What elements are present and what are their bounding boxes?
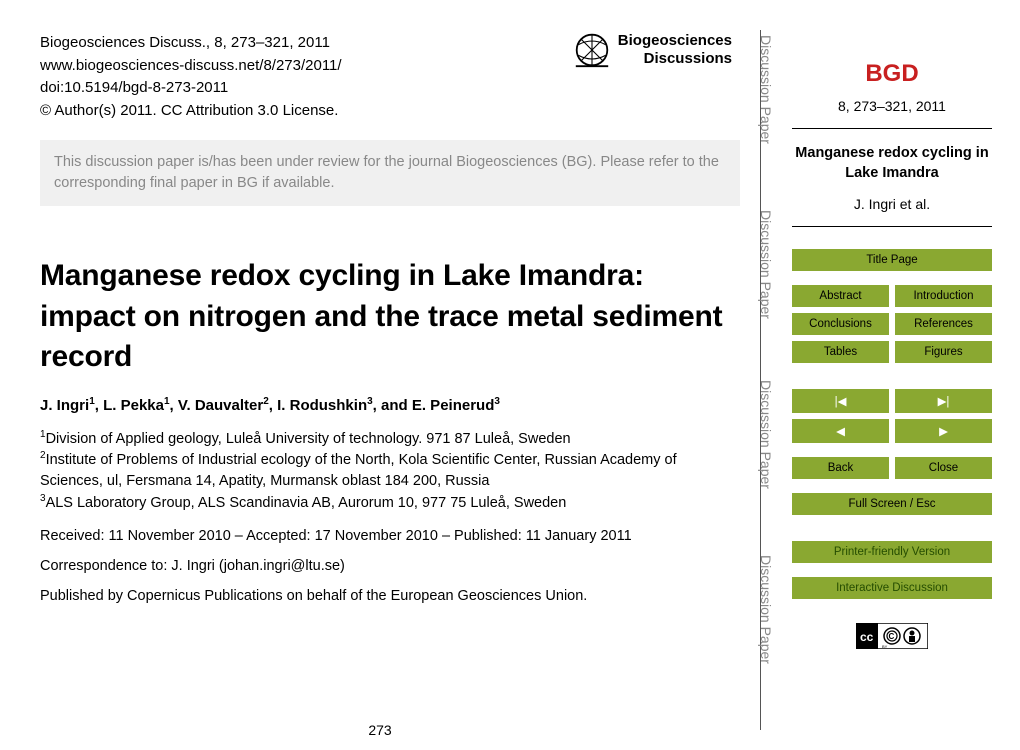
nav-buttons: Title Page Abstract Introduction Conclus… [792, 249, 992, 599]
margin-label: Discussion Paper [758, 380, 774, 489]
discussion-button[interactable]: Interactive Discussion [792, 577, 992, 599]
margin-label: Discussion Paper [758, 210, 774, 319]
egu-logo-icon [574, 32, 610, 68]
journal-logo: Biogeosciences Discussions [574, 32, 732, 68]
citation-url: www.biogeosciences-discuss.net/8/273/201… [40, 55, 342, 78]
figures-button[interactable]: Figures [895, 341, 992, 363]
abstract-button[interactable]: Abstract [792, 285, 889, 307]
first-page-button[interactable]: |◀ [792, 389, 889, 413]
citation-line: Biogeosciences Discuss., 8, 273–321, 201… [40, 32, 342, 55]
divider-line [792, 226, 992, 227]
tables-button[interactable]: Tables [792, 341, 889, 363]
review-notice: This discussion paper is/has been under … [40, 140, 740, 206]
vertical-divider: Discussion Paper Discussion Paper Discus… [760, 0, 780, 750]
title-page-button[interactable]: Title Page [792, 249, 992, 271]
svg-text:C: C [889, 632, 895, 641]
affiliations: 1Division of Applied geology, Luleå Univ… [40, 428, 740, 515]
close-button[interactable]: Close [895, 457, 992, 479]
volume-info: 8, 273–321, 2011 [792, 98, 992, 114]
cc-license-badge[interactable]: cc C BY [856, 623, 928, 654]
header-row: Biogeosciences Discuss., 8, 273–321, 201… [40, 32, 740, 122]
page-number: 273 [368, 722, 391, 738]
paper-title: Manganese redox cycling in Lake Imandra:… [40, 256, 740, 378]
correspondence: Correspondence to: J. Ingri (johan.ingri… [40, 558, 740, 574]
introduction-button[interactable]: Introduction [895, 285, 992, 307]
next-page-button[interactable]: ▶ [895, 419, 992, 443]
conclusions-button[interactable]: Conclusions [792, 313, 889, 335]
journal-name: Biogeosciences Discussions [618, 32, 732, 68]
margin-label: Discussion Paper [758, 35, 774, 144]
main-column: Biogeosciences Discuss., 8, 273–321, 201… [0, 0, 760, 750]
divider-line [792, 128, 992, 129]
print-button[interactable]: Printer-friendly Version [792, 541, 992, 563]
citation-doi: doi:10.5194/bgd-8-273-2011 [40, 77, 342, 100]
fullscreen-button[interactable]: Full Screen / Esc [792, 493, 992, 515]
journal-abbrev: BGD [792, 60, 992, 88]
sidebar-title: Manganese redox cycling in Lake Imandra [792, 143, 992, 184]
margin-label: Discussion Paper [758, 555, 774, 664]
prev-page-button[interactable]: ◀ [792, 419, 889, 443]
sidebar-authors: J. Ingri et al. [792, 196, 992, 212]
back-button[interactable]: Back [792, 457, 889, 479]
references-button[interactable]: References [895, 313, 992, 335]
last-page-button[interactable]: ▶| [895, 389, 992, 413]
citation-license: © Author(s) 2011. CC Attribution 3.0 Lic… [40, 100, 342, 123]
citation-block: Biogeosciences Discuss., 8, 273–321, 201… [40, 32, 342, 122]
svg-text:cc: cc [860, 630, 874, 644]
sidebar: BGD 8, 273–321, 2011 Manganese redox cyc… [780, 0, 1020, 750]
publisher-line: Published by Copernicus Publications on … [40, 588, 740, 604]
authors-line: J. Ingri1, L. Pekka1, V. Dauvalter2, I. … [40, 396, 740, 414]
dates-line: Received: 11 November 2010 – Accepted: 1… [40, 528, 740, 544]
svg-text:BY: BY [882, 644, 888, 649]
